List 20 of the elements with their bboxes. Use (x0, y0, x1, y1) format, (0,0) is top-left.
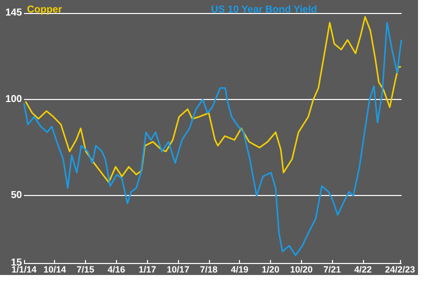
x-tick-label: 10/20 (290, 264, 313, 274)
x-tick-label: 1/1/14 (11, 264, 37, 274)
x-tick-label: 24/2/23 (384, 264, 415, 274)
line-series (24, 16, 402, 183)
x-tick-label: 7/15 (76, 264, 94, 274)
text: US 10 Year Bond Yield (211, 4, 317, 16)
x-tick-label: 4/22 (354, 264, 372, 274)
x-tick-label: 4/16 (108, 264, 126, 274)
y-tick-label: 50 (10, 190, 22, 202)
y-tick-label: 100 (5, 94, 22, 106)
x-tick-label: 4/19 (230, 264, 248, 274)
x-tick-label: 10/14 (43, 264, 66, 274)
x-tick-label: 7/18 (200, 264, 218, 274)
x-tick-label: 1/20 (262, 264, 280, 274)
text: Copper (27, 4, 62, 16)
x-tick-label: 10/17 (166, 264, 190, 274)
y-tick-label: 145 (5, 8, 22, 18)
line-series (23, 22, 402, 256)
x-tick-label: 1/17 (138, 264, 156, 274)
x-tick-label: 7/21 (323, 264, 341, 274)
